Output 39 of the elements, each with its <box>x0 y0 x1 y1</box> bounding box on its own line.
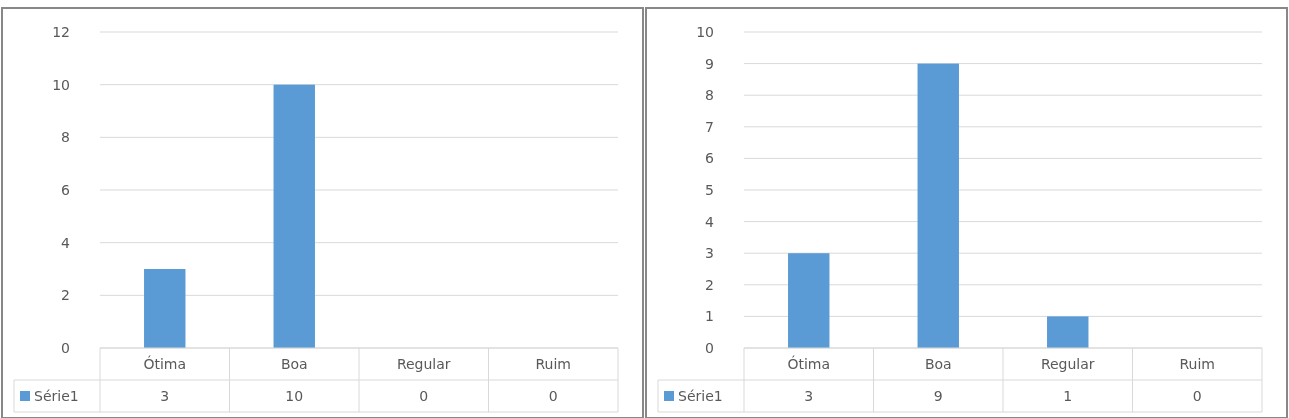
x-tick-label: Ótima <box>787 354 831 372</box>
x-tick-label: Boa <box>280 355 308 372</box>
x-tick-label: Ruim <box>535 355 571 372</box>
y-tick-label: 4 <box>61 234 71 251</box>
y-tick-label: 0 <box>61 339 70 356</box>
data-label: 0 <box>1192 387 1202 404</box>
y-tick-label: 1 <box>705 308 714 325</box>
x-tick-label: Ótima <box>143 354 187 372</box>
y-tick-label: 6 <box>705 150 715 167</box>
bar <box>917 63 959 348</box>
legend-label: Série1 <box>678 387 723 404</box>
y-tick-label: 6 <box>61 181 71 198</box>
y-tick-label: 4 <box>705 213 715 230</box>
y-tick-label: 3 <box>705 245 714 262</box>
data-label: 9 <box>933 387 943 404</box>
bar <box>1047 316 1089 348</box>
data-label: 3 <box>804 387 814 404</box>
y-tick-label: 12 <box>52 23 70 40</box>
y-tick-label: 10 <box>696 23 714 40</box>
x-tick-label: Regular <box>1040 355 1095 372</box>
data-label: 0 <box>548 387 558 404</box>
y-tick-label: 8 <box>705 87 714 104</box>
data-label: 10 <box>285 387 304 404</box>
y-tick-label: 9 <box>705 55 714 72</box>
data-label: 3 <box>160 387 170 404</box>
legend-label: Série1 <box>34 387 79 404</box>
data-label: 0 <box>419 387 429 404</box>
y-tick-label: 10 <box>52 76 70 93</box>
x-tick-label: Ruim <box>1179 355 1215 372</box>
data-label: 1 <box>1063 387 1073 404</box>
y-tick-label: 7 <box>705 118 714 135</box>
y-tick-label: 2 <box>61 287 70 304</box>
y-tick-label: 5 <box>705 181 714 198</box>
bar <box>788 253 830 348</box>
y-tick-label: 8 <box>61 129 70 146</box>
y-tick-label: 0 <box>705 339 714 356</box>
x-tick-label: Regular <box>396 355 451 372</box>
x-tick-label: Boa <box>924 355 952 372</box>
y-tick-label: 2 <box>705 276 714 293</box>
